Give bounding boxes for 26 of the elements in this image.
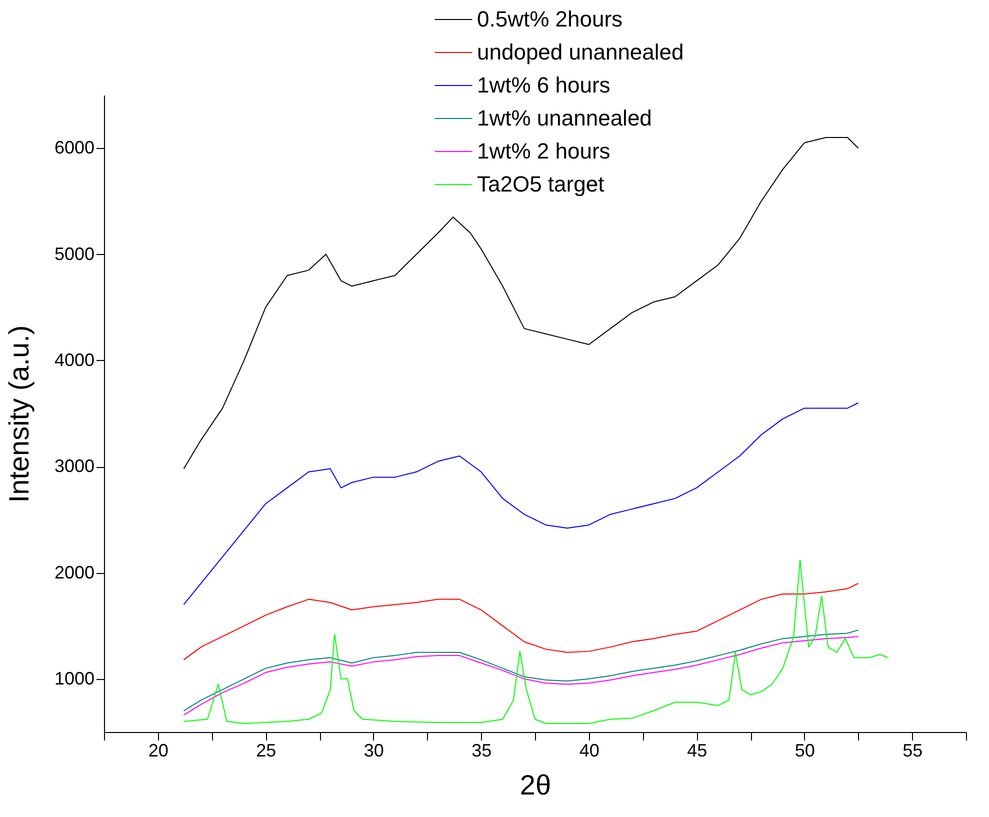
x-tick-label: 45 — [687, 740, 708, 760]
x-tick-label: 30 — [364, 740, 384, 760]
y-tick-label: 3000 — [54, 456, 94, 476]
line-series — [183, 582, 859, 660]
legend-label: undoped unannealed — [477, 40, 684, 64]
legend-label: Ta2O5 target — [477, 172, 604, 196]
legend-label: 1wt% unannealed — [477, 106, 652, 130]
y-axis-title: Intensity (a.u.) — [3, 325, 34, 503]
line-series — [183, 136, 859, 470]
y-tick-label: 1000 — [54, 668, 94, 688]
line-series — [183, 560, 889, 724]
x-tick-label: 25 — [256, 740, 276, 760]
y-tick-label: 5000 — [54, 244, 94, 264]
line-series — [183, 402, 859, 606]
x-tick-label: 50 — [794, 740, 815, 760]
x-tick-label: 35 — [472, 740, 492, 760]
x-axis-title: 2θ — [520, 770, 552, 800]
legend-label: 1wt% 2 hours — [477, 138, 610, 164]
y-tick-label: 6000 — [54, 138, 94, 158]
x-tick-label: 40 — [579, 740, 600, 760]
y-tick-label: 2000 — [54, 562, 94, 582]
x-tick-label: 20 — [148, 740, 168, 760]
x-tick-label: 55 — [902, 740, 923, 760]
legend-label: 1wt% 6 hours — [477, 72, 610, 98]
legend-label: 0.5wt% 2hours — [477, 6, 623, 32]
y-tick-label: 4000 — [54, 350, 94, 370]
